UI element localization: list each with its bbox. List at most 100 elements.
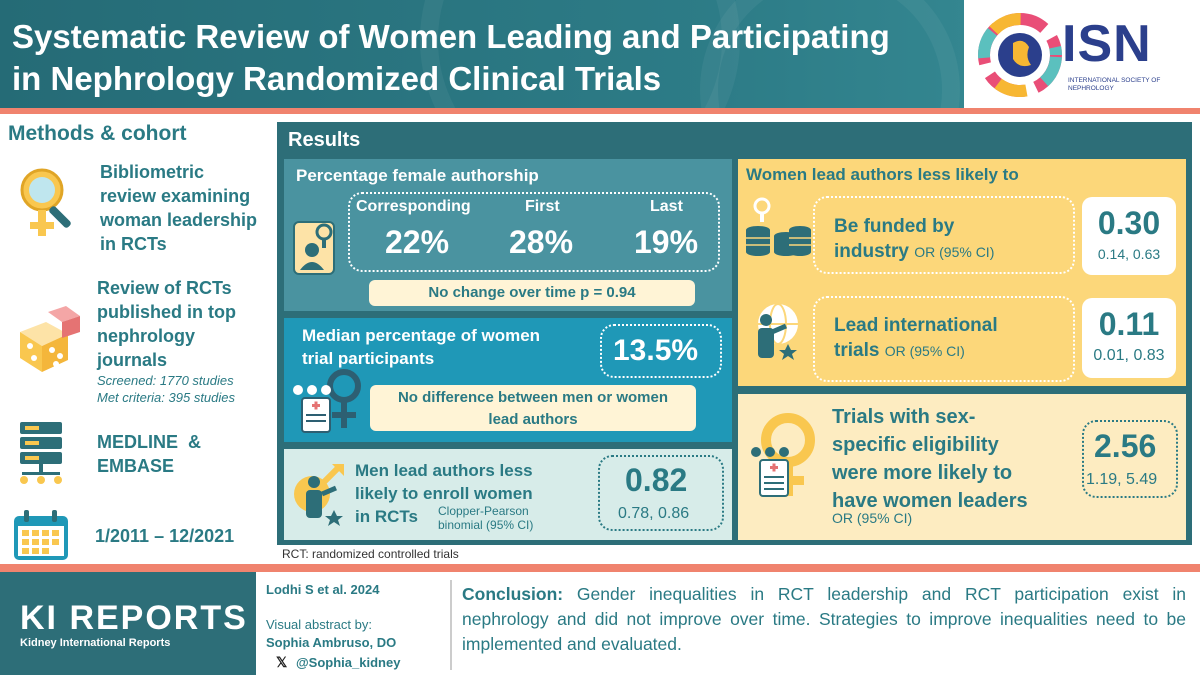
method-databases: MEDLINE & EMBASE	[97, 430, 201, 478]
rct-footnote: RCT: randomized controlled trials	[282, 547, 459, 561]
conclusion-text: Gender inequalities in RCT leadership an…	[462, 584, 1186, 654]
isn-logo-icon	[978, 13, 1062, 97]
funded-line: industry OR (95% CI)	[834, 239, 994, 265]
median-value: 13.5%	[613, 334, 699, 367]
intl-stat-card: 0.11 0.01, 0.83	[1082, 298, 1176, 378]
intl-line: Lead international	[834, 315, 998, 336]
intl-or-label: OR (95% CI)	[884, 343, 965, 359]
method-text-line: EMBASE	[97, 456, 175, 476]
trials-line: have women leaders	[832, 490, 1028, 512]
method-text-line: nephrology	[97, 326, 195, 346]
funded-or-label: OR (95% CI)	[914, 244, 995, 260]
x-logo-icon: 𝕏	[276, 654, 288, 670]
participants-icon	[293, 369, 361, 433]
intl-line2-text: trials	[834, 340, 880, 361]
header-divider	[0, 108, 1200, 114]
trials-or-label: OR (95% CI)	[832, 510, 913, 526]
footer-separator	[450, 580, 452, 670]
sex-specific-panel	[738, 394, 1186, 540]
women-lead-title: Women lead authors less likely to	[746, 165, 1019, 184]
median-title-line: trial participants	[302, 349, 435, 368]
method-text-line: review examining	[100, 186, 251, 206]
men-value-box	[598, 455, 724, 531]
men-lead-authors-panel	[284, 449, 732, 540]
trials-line: Trials with sex-	[832, 406, 976, 428]
title-line-2: in Nephrology Randomized Clinical Trials	[12, 60, 662, 97]
method-line: Clopper-Pearson	[438, 504, 529, 518]
isn-logo-subtitle: INTERNATIONAL SOCIETY OF NEPHROLOGY	[1068, 77, 1161, 92]
journal-logo-area	[0, 572, 256, 675]
funded-ci: 0.14, 0.63	[1097, 246, 1161, 262]
funded-stat-card: 0.30 0.14, 0.63	[1082, 197, 1176, 275]
title-line-1: Systematic Review of Women Leading and P…	[12, 18, 890, 55]
men-lead-text: Men lead authors less likely to enroll w…	[355, 459, 533, 528]
author-card-icon	[293, 221, 335, 275]
label-corresponding: Corresponding	[356, 198, 471, 215]
authorship-stats-box	[348, 192, 720, 272]
visual-abstract-label: Visual abstract by:	[266, 617, 372, 632]
dice-icon	[20, 306, 80, 372]
citation: Lodhi S et al. 2024	[266, 582, 380, 597]
author-handle: @Sophia_kidney	[296, 655, 401, 670]
globe-presenter-icon	[758, 303, 798, 360]
men-method: Clopper-Pearson binomial (95% CI)	[438, 504, 533, 532]
no-change-note: No change over time p = 0.94	[369, 280, 695, 306]
median-title-line: Median percentage of women	[302, 326, 541, 345]
intl-value: 0.11	[1098, 306, 1160, 342]
coins-female-icon	[746, 197, 811, 256]
intl-ci: 0.01, 0.83	[1093, 347, 1165, 364]
methods-heading: Methods & cohort	[8, 122, 187, 145]
value-corresponding: 22%	[385, 224, 450, 260]
trials-value-box	[1082, 420, 1178, 498]
database-icon	[20, 422, 62, 484]
met-criteria-count: Met criteria: 395 studies	[97, 390, 236, 405]
clipboard-female-icon	[751, 413, 815, 497]
female-authorship-title: Percentage female authorship	[296, 166, 539, 185]
trials-ci: 1.19, 5.49	[1086, 471, 1158, 488]
conclusion: Conclusion: Gender inequalities in RCT l…	[462, 582, 1186, 657]
search-female-icon	[20, 168, 71, 236]
method-line: binomial (95% CI)	[438, 518, 534, 532]
results-heading: Results	[288, 129, 361, 151]
men-line: in RCTs	[355, 507, 418, 526]
value-last: 19%	[634, 224, 699, 260]
male-presenter-icon	[294, 463, 344, 526]
men-value: 0.82	[625, 462, 688, 498]
method-text-line: journals	[97, 350, 168, 370]
method-bibliometric: Bibliometric review examining woman lead…	[100, 160, 257, 256]
median-value-box	[600, 324, 722, 378]
calendar-icon	[14, 510, 68, 560]
trials-line: specific eligibility	[832, 434, 999, 456]
international-box	[813, 296, 1075, 382]
funded-line2-text: industry	[834, 241, 909, 262]
visual-abstract-author: Sophia Ambruso, DO	[266, 635, 397, 650]
method-text-line: Bibliometric	[100, 162, 205, 182]
note-line: lead authors	[488, 411, 578, 428]
trials-line: were more likely to	[832, 462, 1013, 484]
conclusion-label: Conclusion:	[462, 584, 564, 604]
men-line: likely to enroll women	[355, 484, 533, 503]
funded-text: Be funded by industry OR (95% CI)	[834, 214, 994, 265]
method-text-line: published in top	[97, 302, 236, 322]
label-first: First	[525, 198, 560, 215]
journal-logo-subtitle: Kidney International Reports	[20, 637, 171, 649]
funded-box	[813, 196, 1075, 274]
no-difference-note: No difference between men or women lead …	[370, 385, 696, 431]
intl-line: trials OR (95% CI)	[834, 338, 998, 364]
screened-count: Screened: 1770 studies	[97, 373, 234, 388]
page-title: Systematic Review of Women Leading and P…	[12, 16, 962, 100]
journal-logo-text: KI REPORTS	[20, 599, 248, 637]
study-dates: 1/2011 – 12/2021	[95, 526, 235, 546]
men-line: Men lead authors less	[355, 461, 533, 480]
note-line: No difference between men or women	[397, 389, 669, 406]
footer-divider	[0, 564, 1200, 572]
method-text-line: Review of RCTs	[97, 278, 232, 298]
international-text: Lead international trials OR (95% CI)	[834, 313, 998, 364]
trials-value: 2.56	[1094, 428, 1157, 464]
method-text-line: woman leadership	[100, 210, 258, 230]
method-review: Review of RCTs published in top nephrolo…	[97, 276, 236, 372]
funded-line: Be funded by	[834, 216, 955, 237]
method-text-line: MEDLINE &	[97, 432, 202, 452]
method-text-line: in RCTs	[100, 234, 167, 254]
isn-logo-text: ISN	[1062, 15, 1152, 73]
